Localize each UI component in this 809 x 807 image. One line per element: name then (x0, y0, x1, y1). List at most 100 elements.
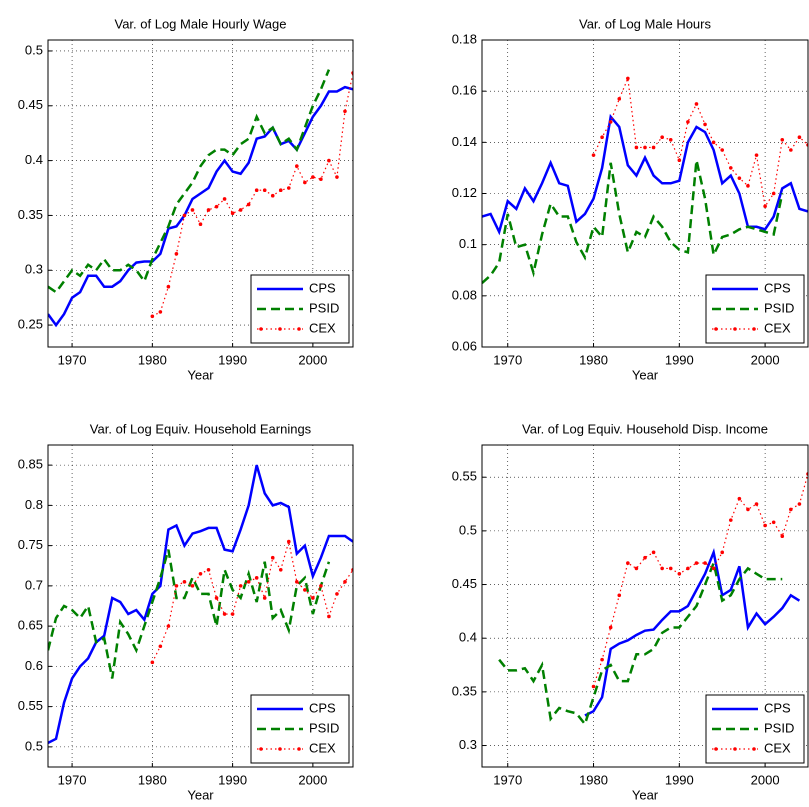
series-marker (254, 188, 259, 193)
legend-marker (733, 327, 737, 331)
legend-label: CEX (309, 740, 336, 755)
series-marker (158, 310, 163, 314)
plot-area (48, 69, 353, 328)
x-tick-label: 2000 (751, 772, 780, 787)
legend-marker (752, 327, 756, 331)
legend: CPS PSID CEX (705, 694, 805, 764)
series-marker (238, 208, 243, 212)
x-tick-label: 2000 (298, 772, 327, 787)
y-tick-label: 0.45 (18, 97, 43, 112)
series-marker (600, 657, 604, 662)
x-axis-label: Year (187, 787, 214, 802)
series-marker (591, 684, 596, 689)
legend-label: CPS (309, 700, 336, 715)
x-tick-label: 1990 (665, 772, 694, 787)
x-tick-label: 1990 (665, 352, 694, 367)
y-tick-label: 0.08 (452, 287, 477, 302)
plot-area (48, 464, 353, 744)
axes-frame (481, 39, 809, 348)
series-marker (660, 566, 664, 571)
legend-label: PSID (764, 720, 794, 735)
series-marker (600, 135, 604, 140)
series-marker (651, 550, 656, 555)
series-marker (206, 567, 211, 572)
series-marker (754, 502, 759, 506)
series-marker (174, 252, 179, 256)
series-marker (166, 624, 171, 628)
legend-marker (278, 327, 282, 331)
y-tick-label: 0.45 (452, 576, 477, 591)
series-marker (319, 584, 323, 588)
x-tick-label: 1970 (493, 772, 522, 787)
series-marker (789, 507, 793, 512)
legend-marker (752, 747, 756, 751)
series-line (498, 558, 783, 727)
y-tick-label: 0.3 (459, 737, 477, 752)
series-marker (286, 186, 291, 190)
x-tick-label: 1980 (579, 352, 608, 367)
series-marker (677, 158, 682, 163)
y-tick-label: 0.06 (452, 338, 477, 353)
series-marker (335, 175, 339, 179)
y-tick-label: 0.4 (25, 152, 43, 167)
axes-frame (47, 444, 354, 768)
y-tick-label: 0.16 (452, 83, 477, 98)
series-marker (311, 596, 315, 600)
series-marker (728, 166, 733, 170)
series-marker (303, 588, 307, 592)
series-marker (238, 584, 243, 588)
series-line (48, 85, 353, 328)
x-axis-label: Year (632, 367, 659, 382)
series-marker (626, 76, 630, 81)
series-marker (737, 176, 742, 180)
y-tick-label: 0.25 (18, 317, 43, 332)
series-marker (182, 213, 187, 218)
series-marker (270, 193, 275, 198)
subplot: 0.5 0.55 0.6 0.65 0.7 0.75 0.8 0.85 1970 1980 1990… (18, 421, 354, 802)
chart-title: Var. of Log Equiv. Household Disp. Incom… (522, 421, 768, 436)
series-marker (634, 566, 639, 571)
series-marker (780, 137, 785, 142)
y-tick-label: 0.4 (459, 630, 477, 645)
y-tick-label: 0.65 (18, 618, 43, 633)
legend: CPS PSID CEX (705, 274, 805, 344)
series-marker (319, 177, 323, 182)
series-marker (327, 158, 331, 163)
series-marker (198, 572, 203, 576)
x-axis-label: Year (187, 367, 214, 382)
series-marker (158, 644, 163, 649)
y-tick-label: 0.1 (459, 236, 477, 251)
series-line (592, 76, 808, 208)
y-tick-label: 0.35 (18, 207, 43, 222)
legend-label: CEX (764, 320, 791, 335)
series-marker (230, 612, 235, 616)
legend-marker (714, 747, 718, 751)
series-marker (270, 555, 275, 560)
series-marker (222, 197, 227, 201)
series-marker (303, 180, 307, 185)
series-marker (694, 561, 699, 565)
y-tick-label: 0.14 (452, 134, 477, 149)
series-marker (262, 188, 267, 193)
legend: CPS PSID CEX (250, 694, 350, 764)
legend-box (250, 274, 350, 344)
axes-frame (47, 39, 354, 348)
series-marker (746, 507, 750, 512)
series-marker (278, 188, 283, 193)
series-marker (617, 593, 622, 598)
y-tick-label: 0.75 (18, 537, 43, 552)
chart-title: Var. of Log Equiv. Household Earnings (90, 421, 312, 436)
legend: CPS PSID CEX (250, 274, 350, 344)
series-marker (335, 592, 339, 596)
x-tick-label: 2000 (298, 352, 327, 367)
y-tick-label: 0.5 (459, 522, 477, 537)
legend-label: PSID (309, 300, 339, 315)
series-marker (728, 518, 733, 522)
series-marker (311, 175, 315, 179)
series-marker (174, 584, 179, 588)
series-marker (190, 584, 195, 588)
x-tick-label: 1980 (579, 772, 608, 787)
series-marker (660, 135, 664, 140)
x-axis-label: Year (632, 787, 659, 802)
y-tick-label: 0.6 (25, 658, 43, 673)
